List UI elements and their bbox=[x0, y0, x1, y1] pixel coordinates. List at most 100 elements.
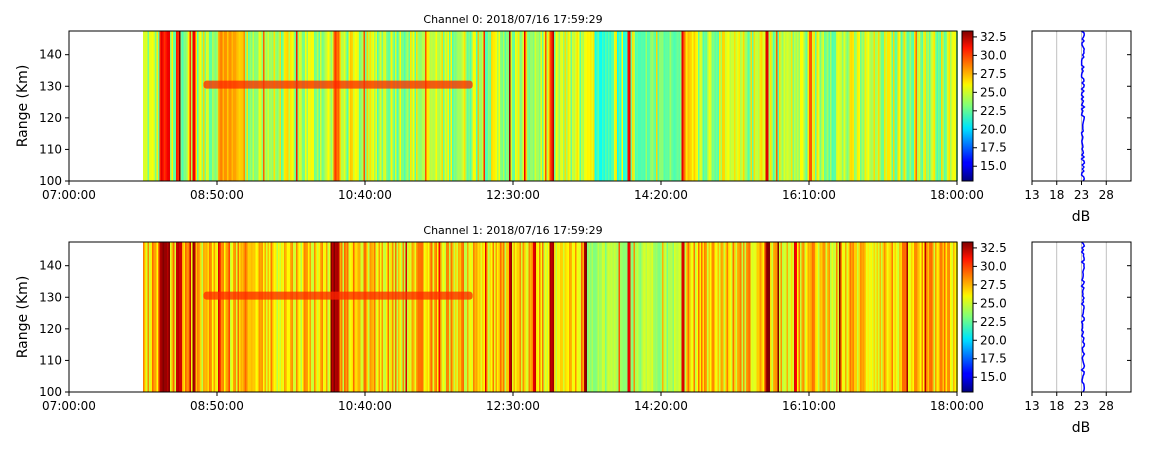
heatmap-column bbox=[408, 31, 411, 181]
heatmap-column bbox=[848, 31, 850, 181]
heatmap-column bbox=[327, 242, 330, 392]
heatmap-column bbox=[726, 31, 729, 181]
heatmap-column bbox=[365, 31, 367, 181]
heatmap-column bbox=[443, 242, 445, 392]
heatmap-column bbox=[179, 31, 181, 181]
heatmap-column bbox=[803, 31, 805, 181]
heatmap-column bbox=[561, 242, 564, 392]
heatmap-column bbox=[659, 31, 661, 181]
heatmap-column bbox=[189, 31, 192, 181]
heatmap-column bbox=[626, 242, 628, 392]
heatmap-column bbox=[611, 31, 613, 181]
heatmap-column bbox=[167, 31, 169, 181]
heatmap-column bbox=[825, 31, 828, 181]
heatmap-column bbox=[791, 31, 793, 181]
heatmap-column bbox=[731, 31, 733, 181]
heatmap-column bbox=[296, 31, 298, 181]
heatmap-column bbox=[876, 31, 879, 181]
heatmap-column bbox=[792, 242, 795, 392]
y-tick-label: 140 bbox=[39, 48, 62, 62]
heatmap-column bbox=[201, 31, 204, 181]
heatmap-column bbox=[267, 242, 270, 392]
heatmap-column bbox=[278, 31, 280, 181]
heatmap-column bbox=[731, 242, 733, 392]
heatmap-column bbox=[276, 242, 279, 392]
channel-0-title: Channel 0: 2018/07/16 17:59:29 bbox=[423, 13, 602, 26]
heatmap-column bbox=[755, 242, 757, 392]
heatmap-column bbox=[753, 242, 756, 392]
heatmap-column bbox=[857, 31, 859, 181]
heatmap-column bbox=[440, 31, 442, 181]
heatmap-column bbox=[753, 31, 756, 181]
heatmap-column bbox=[857, 242, 859, 392]
heatmap-column bbox=[587, 242, 589, 392]
heatmap-column bbox=[738, 31, 741, 181]
heatmap-column bbox=[153, 242, 156, 392]
heatmap-column bbox=[209, 242, 211, 392]
heatmap-column bbox=[188, 31, 190, 181]
heatmap-column bbox=[404, 242, 406, 392]
heatmap-column bbox=[860, 242, 862, 392]
heatmap-column bbox=[612, 242, 615, 392]
heatmap-column bbox=[144, 242, 147, 392]
heatmap-column bbox=[458, 31, 460, 181]
heatmap-column bbox=[665, 242, 667, 392]
colorbar-tick-label: 25.0 bbox=[980, 85, 1007, 99]
heatmap-column bbox=[332, 31, 334, 181]
heatmap-column bbox=[690, 242, 693, 392]
heatmap-column bbox=[759, 31, 762, 181]
heatmap-column bbox=[188, 242, 190, 392]
heatmap-column bbox=[558, 31, 561, 181]
heatmap-column bbox=[911, 242, 913, 392]
heatmap-column bbox=[420, 31, 423, 181]
heatmap-column bbox=[663, 242, 666, 392]
heatmap-column bbox=[459, 242, 462, 392]
channel-1-y-axis: 100 110 120 130 140 bbox=[39, 259, 69, 399]
heatmap-column bbox=[581, 31, 583, 181]
heatmap-column bbox=[326, 242, 328, 392]
heatmap-column bbox=[195, 31, 198, 181]
heatmap-column bbox=[411, 242, 414, 392]
profile-x-tick-label: 18 bbox=[1049, 188, 1064, 202]
heatmap-column bbox=[194, 242, 196, 392]
heatmap-column bbox=[606, 242, 609, 392]
heatmap-column bbox=[485, 31, 487, 181]
heatmap-column bbox=[404, 31, 406, 181]
heatmap-column bbox=[848, 242, 850, 392]
heatmap-column bbox=[204, 31, 207, 181]
heatmap-column bbox=[480, 31, 483, 181]
heatmap-column bbox=[333, 31, 336, 181]
heatmap-column bbox=[621, 242, 624, 392]
heatmap-column bbox=[608, 242, 610, 392]
heatmap-column bbox=[225, 31, 228, 181]
heatmap-column bbox=[885, 242, 888, 392]
heatmap-column bbox=[927, 242, 930, 392]
heatmap-column bbox=[638, 31, 640, 181]
heatmap-column bbox=[270, 31, 273, 181]
heatmap-column bbox=[149, 242, 151, 392]
heatmap-column bbox=[570, 31, 573, 181]
heatmap-column bbox=[347, 242, 349, 392]
heatmap-column bbox=[839, 242, 841, 392]
heatmap-column bbox=[807, 31, 810, 181]
y-tick-label: 140 bbox=[39, 259, 62, 273]
heatmap-column bbox=[768, 242, 771, 392]
x-tick-label: 12:30:00 bbox=[486, 399, 540, 413]
heatmap-column bbox=[497, 242, 499, 392]
heatmap-column bbox=[912, 31, 915, 181]
heatmap-column bbox=[917, 31, 919, 181]
heatmap-column bbox=[681, 242, 684, 392]
heatmap-column bbox=[882, 242, 885, 392]
heatmap-column bbox=[395, 31, 397, 181]
heatmap-column bbox=[761, 31, 763, 181]
heatmap-column bbox=[348, 31, 351, 181]
heatmap-column bbox=[591, 242, 594, 392]
heatmap-column bbox=[239, 242, 241, 392]
heatmap-column bbox=[801, 242, 804, 392]
heatmap-column bbox=[804, 242, 807, 392]
heatmap-column bbox=[588, 31, 591, 181]
heatmap-column bbox=[180, 242, 183, 392]
heatmap-column bbox=[258, 31, 261, 181]
heatmap-column bbox=[450, 242, 453, 392]
heatmap-column bbox=[690, 31, 693, 181]
